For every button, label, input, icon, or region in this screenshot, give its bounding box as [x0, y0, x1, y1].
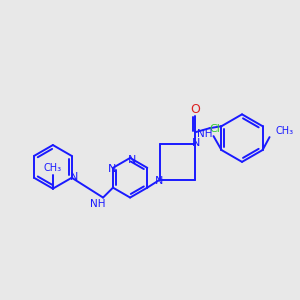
Text: N: N — [128, 155, 136, 165]
Text: Cl: Cl — [209, 124, 220, 134]
Text: NH: NH — [197, 129, 212, 139]
Text: N: N — [155, 176, 163, 186]
Text: N: N — [192, 138, 201, 148]
Text: N: N — [108, 164, 116, 174]
Text: O: O — [190, 103, 200, 116]
Text: CH₃: CH₃ — [44, 163, 62, 173]
Text: CH₃: CH₃ — [275, 126, 294, 136]
Text: N: N — [70, 172, 78, 182]
Text: NH: NH — [90, 200, 106, 209]
